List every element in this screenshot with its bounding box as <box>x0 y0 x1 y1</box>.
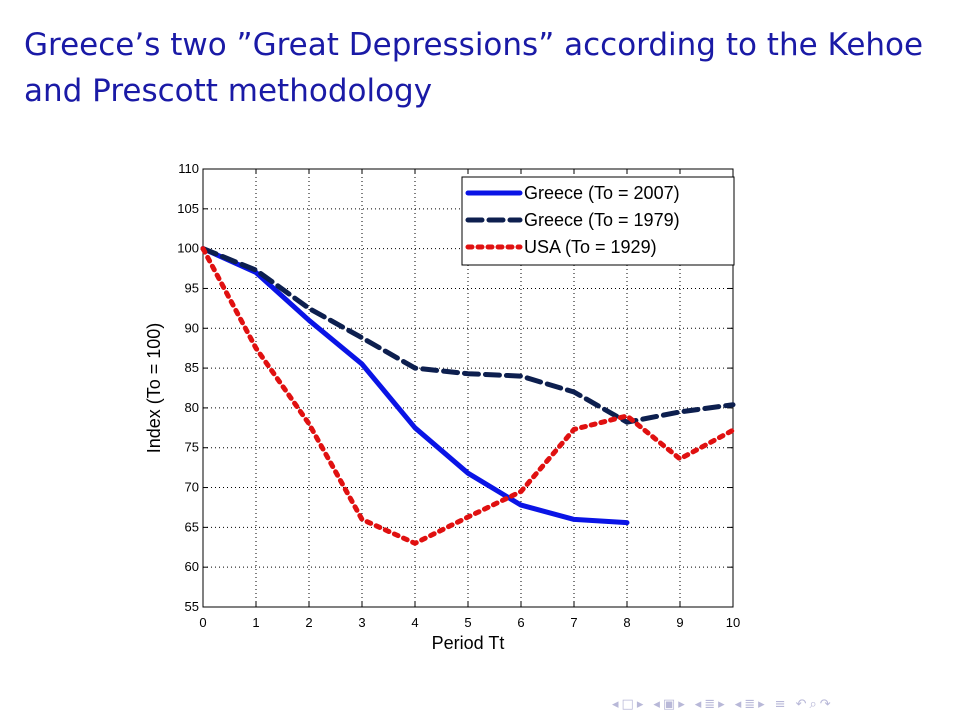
forward-icon[interactable]: ↷ <box>819 696 831 712</box>
subsection-prev-icon[interactable]: ◂ <box>653 696 660 712</box>
x-tick-label: 9 <box>676 615 683 630</box>
slide-prev-icon[interactable]: ◂ <box>734 696 742 712</box>
x-tick-label: 3 <box>358 615 365 630</box>
y-tick-label: 85 <box>185 360 199 375</box>
y-tick-label: 65 <box>185 519 199 534</box>
legend-label-1: Greece (To = 2007) <box>524 183 680 203</box>
x-tick-label: 10 <box>726 615 740 630</box>
legend-label-2: Greece (To = 1979) <box>524 210 680 230</box>
frame-icon: □ <box>621 696 634 712</box>
axis-ticks: 0 1 2 3 4 5 6 7 8 9 10 55 60 65 70 75 80 85 90 95 100 105 110 <box>177 161 740 630</box>
search-icon[interactable]: ⌕ <box>809 696 817 712</box>
slide-next-icon[interactable]: ▸ <box>758 696 765 712</box>
y-tick-label: 75 <box>185 440 199 455</box>
y-tick-label: 60 <box>185 559 199 574</box>
y-tick-label: 70 <box>185 480 199 495</box>
slide-title: Greece’s two ”Great Depressions” accordi… <box>24 27 924 109</box>
y-axis-label: Index (To = 100) <box>144 323 164 454</box>
frame-next-icon[interactable]: ▸ <box>636 696 644 712</box>
align-icon[interactable]: ≡ <box>774 696 786 712</box>
x-axis-label: Period Tt <box>432 633 505 653</box>
subsection-icon: ▣ <box>662 696 676 712</box>
series-line-3 <box>200 246 736 546</box>
section-icon: ≣ <box>704 696 716 712</box>
section-next-icon[interactable]: ▸ <box>718 696 725 712</box>
series-lines <box>200 246 736 546</box>
x-tick-label: 8 <box>623 615 630 630</box>
y-tick-label: 90 <box>185 320 199 335</box>
section-prev-icon[interactable]: ◂ <box>694 696 702 712</box>
back-icon[interactable]: ↶ <box>795 696 807 712</box>
x-tick-label: 2 <box>305 615 312 630</box>
x-tick-label: 1 <box>252 615 259 630</box>
slide-icon: ≣ <box>744 696 756 712</box>
x-tick-label: 0 <box>199 615 206 630</box>
y-tick-label: 95 <box>185 280 199 295</box>
x-tick-label: 7 <box>570 615 577 630</box>
y-tick-label: 110 <box>178 161 199 176</box>
y-tick-label: 55 <box>185 599 199 614</box>
frame-prev-icon[interactable]: ◂ <box>612 696 619 712</box>
y-tick-label: 80 <box>185 400 199 415</box>
x-tick-label: 4 <box>411 615 418 630</box>
series-line-2 <box>200 246 736 425</box>
y-tick-label: 100 <box>177 241 199 256</box>
x-tick-label: 6 <box>517 615 524 630</box>
legend: Greece (To = 2007) Greece (To = 1979) USA … <box>461 176 735 266</box>
legend-label-3: USA (To = 1929) <box>524 237 657 257</box>
x-tick-label: 5 <box>464 615 471 630</box>
subsection-next-icon[interactable]: ▸ <box>678 696 685 712</box>
y-tick-label: 105 <box>177 201 199 216</box>
beamer-navigation-bar: ◂ □ ▸ ◂ ▣ ▸ ◂ ≣ ▸ ◂ ≣ ▸ ≡ ↶ ⌕ ↷ <box>612 694 952 714</box>
series-line-1 <box>200 246 630 526</box>
